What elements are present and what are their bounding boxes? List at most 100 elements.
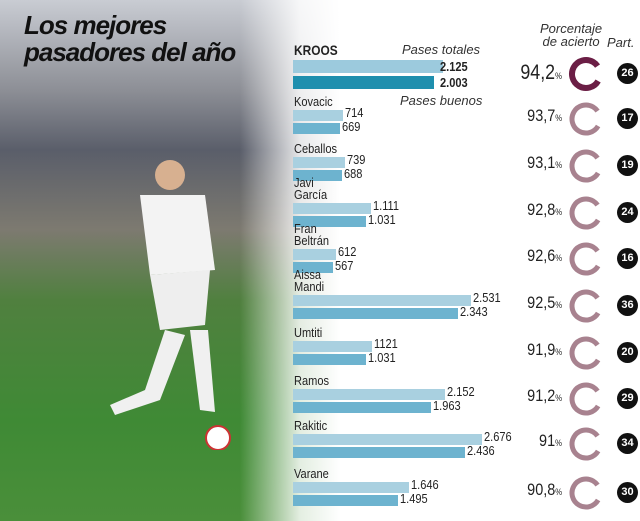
bar-good-passes xyxy=(293,170,342,181)
label-good-passes: 669 xyxy=(342,119,361,134)
accuracy-percent: 93,7% xyxy=(527,106,562,126)
accuracy-ring-icon xyxy=(568,101,604,142)
bar-total-passes xyxy=(293,157,346,168)
label-good-passes: 2.436 xyxy=(466,443,495,458)
player-name: Ceballos xyxy=(294,141,338,156)
bar-good-passes xyxy=(293,354,366,365)
matches-badge: 29 xyxy=(617,388,638,409)
bar-total-passes xyxy=(293,60,443,73)
accuracy-ring-icon xyxy=(568,475,604,516)
accuracy-ring-icon xyxy=(568,288,604,329)
accuracy-value: 90,8 xyxy=(527,480,556,499)
matches-badge: 34 xyxy=(617,433,638,454)
bar-total-passes xyxy=(293,389,445,400)
accuracy-value: 94,2 xyxy=(520,61,556,84)
player-name: Rakitic xyxy=(294,418,328,433)
bar-total-passes xyxy=(293,203,372,214)
bar-good-passes xyxy=(293,262,333,273)
label-total-passes: 739 xyxy=(347,152,366,167)
infographic-title: Los mejores pasadores del año xyxy=(24,10,236,67)
label-good-passes: 688 xyxy=(343,166,362,181)
player-name: Ramos xyxy=(294,373,330,388)
header-accuracy-line-2: de acierto xyxy=(542,34,600,49)
percent-sign: % xyxy=(555,393,562,403)
percent-sign: % xyxy=(555,207,562,217)
accuracy-ring-icon xyxy=(568,148,604,189)
player-illustration xyxy=(110,160,231,450)
label-good-passes: 1.031 xyxy=(367,212,396,227)
bar-total-passes xyxy=(293,110,344,121)
accuracy-value: 92,8 xyxy=(527,200,556,219)
accuracy-ring-icon xyxy=(568,426,604,467)
accuracy-value: 92,5 xyxy=(527,293,556,312)
title-line-2: pasadores del año xyxy=(24,37,236,67)
accuracy-value: 91 xyxy=(539,431,556,450)
label-total-passes: 1121 xyxy=(374,336,398,351)
label-good-passes: 1.031 xyxy=(367,350,396,365)
bar-good-passes xyxy=(293,216,366,227)
accuracy-ring-icon xyxy=(568,381,604,422)
accuracy-value: 93,7 xyxy=(527,106,556,125)
bar-total-passes xyxy=(293,249,337,260)
label-total-passes: 2.125 xyxy=(440,59,468,74)
accuracy-percent: 93,1% xyxy=(527,153,562,173)
accuracy-percent: 90,8% xyxy=(527,480,562,500)
header-total-passes: Pases totales xyxy=(402,42,481,57)
percent-sign: % xyxy=(555,113,562,123)
accuracy-percent: 91,2% xyxy=(527,386,562,406)
matches-badge: 19 xyxy=(617,155,638,176)
accuracy-percent: 94,2% xyxy=(520,61,562,85)
label-total-passes: 2.152 xyxy=(446,384,475,399)
percent-sign: % xyxy=(555,253,562,263)
accuracy-percent: 92,8% xyxy=(527,200,562,220)
matches-badge: 36 xyxy=(617,295,638,316)
accuracy-ring-icon xyxy=(568,195,604,236)
bar-good-passes xyxy=(293,402,432,413)
label-total-passes: 2.676 xyxy=(483,429,512,444)
percent-sign: % xyxy=(555,347,562,357)
accuracy-percent: 92,5% xyxy=(527,293,562,313)
percent-sign: % xyxy=(555,438,562,448)
bar-good-passes xyxy=(293,76,435,89)
bar-good-passes xyxy=(293,495,399,506)
player-name: Aissa Mandi xyxy=(294,267,325,294)
label-good-passes: 2.343 xyxy=(460,304,488,319)
title-line-1: Los mejores xyxy=(24,10,167,40)
label-total-passes: 612 xyxy=(338,244,357,259)
label-good-passes: 2.003 xyxy=(440,75,468,90)
header-good-passes: Pases buenos xyxy=(400,93,483,108)
bar-total-passes xyxy=(293,482,410,493)
accuracy-ring-icon xyxy=(568,56,604,97)
percent-sign: % xyxy=(555,300,562,310)
accuracy-percent: 91,9% xyxy=(527,340,562,360)
bar-good-passes xyxy=(293,308,459,319)
label-total-passes: 714 xyxy=(345,105,364,120)
percent-sign: % xyxy=(555,487,562,497)
label-total-passes: 1.646 xyxy=(411,477,439,492)
bar-good-passes xyxy=(293,123,341,134)
matches-badge: 24 xyxy=(617,202,638,223)
matches-badge: 16 xyxy=(617,248,638,269)
player-name: Fran Beltrán xyxy=(294,221,330,248)
label-total-passes: 2.531 xyxy=(473,290,502,305)
percent-sign: % xyxy=(555,71,562,81)
label-good-passes: 1.963 xyxy=(433,398,462,413)
matches-badge: 30 xyxy=(617,482,638,503)
accuracy-ring-icon xyxy=(568,241,604,282)
player-name: Umtiti xyxy=(294,325,323,340)
bar-good-passes xyxy=(293,447,465,458)
header-matches: Part. xyxy=(607,35,635,50)
player-name: Javi García xyxy=(294,175,328,202)
label-good-passes: 1.495 xyxy=(400,491,429,506)
player-name: KROOS xyxy=(294,42,338,58)
percent-sign: % xyxy=(555,160,562,170)
accuracy-value: 91,2 xyxy=(527,386,556,405)
player-name: Kovacic xyxy=(294,94,333,109)
label-total-passes: 1.111 xyxy=(373,198,400,213)
accuracy-value: 91,9 xyxy=(527,340,556,359)
accuracy-percent: 91% xyxy=(539,431,562,451)
player-name: Varane xyxy=(294,466,329,481)
accuracy-value: 92,6 xyxy=(527,246,556,265)
accuracy-ring-icon xyxy=(568,335,604,376)
accuracy-percent: 92,6% xyxy=(527,246,562,266)
